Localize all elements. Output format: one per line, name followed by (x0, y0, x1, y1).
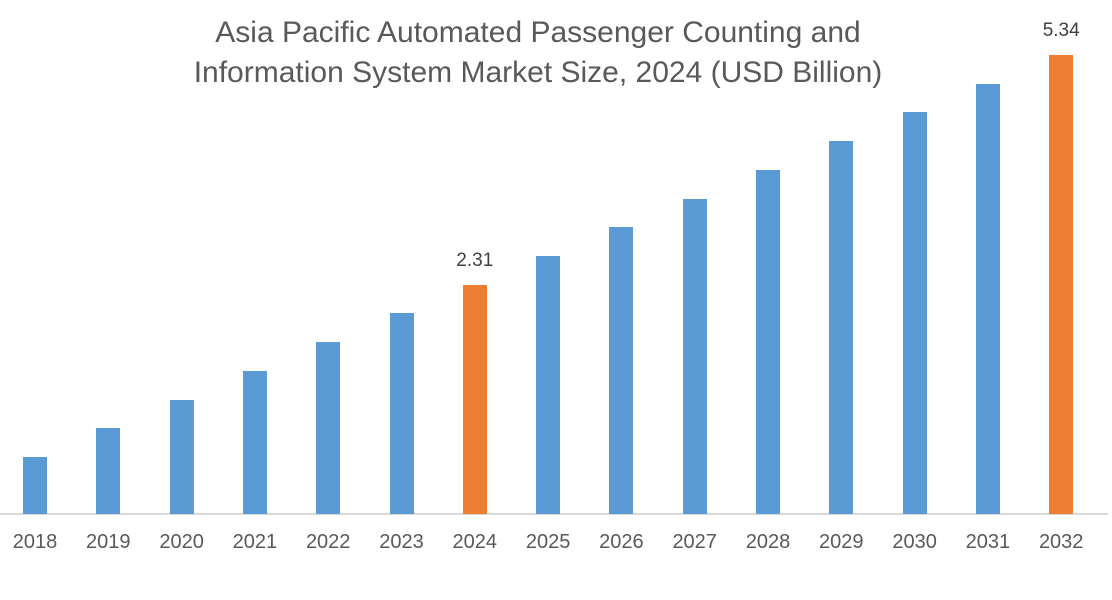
bar-2024 (462, 285, 487, 514)
x-tick-label-2031: 2031 (965, 531, 1011, 553)
bar-2025 (536, 256, 561, 514)
bar-2019 (96, 428, 121, 514)
bar-2030 (902, 112, 927, 514)
chart-title-line-1: Asia Pacific Automated Passenger Countin… (215, 16, 861, 49)
value-label-2032: 5.34 (1042, 20, 1080, 41)
bar-2026 (609, 227, 634, 514)
x-tick-label-2027: 2027 (672, 531, 717, 553)
bar-2032 (1049, 55, 1074, 514)
bar-2027 (682, 199, 707, 514)
bar-2022 (316, 342, 341, 514)
x-tick-label-2030: 2030 (892, 531, 937, 553)
bar-2021 (242, 371, 267, 514)
bar-2031 (975, 84, 1000, 514)
bar-2020 (169, 400, 194, 514)
bar-2018 (23, 457, 47, 514)
bar-2028 (756, 170, 780, 514)
x-tick-label-2023: 2023 (379, 531, 424, 553)
x-axis-line (0, 513, 1108, 515)
x-tick-label-2025: 2025 (525, 531, 571, 553)
x-tick-label-2032: 2032 (1038, 531, 1084, 553)
bar-2029 (829, 141, 854, 514)
x-tick-label-2026: 2026 (599, 531, 644, 553)
value-label-2024: 2.31 (456, 250, 494, 271)
x-tick-label-2019: 2019 (86, 531, 131, 553)
chart-title-line-2: Information System Market Size, 2024 (US… (193, 56, 883, 89)
x-tick-label-2021: 2021 (232, 531, 278, 553)
bar-2023 (389, 313, 414, 514)
x-tick-label-2024: 2024 (452, 531, 498, 553)
x-tick-label-2029: 2029 (819, 531, 864, 553)
x-tick-label-2028: 2028 (745, 531, 791, 553)
x-tick-label-2022: 2022 (305, 531, 351, 553)
x-tick-label-2020: 2020 (159, 531, 204, 553)
chart-title: Asia Pacific Automated Passenger Countin… (0, 13, 1076, 93)
x-tick-label-2018: 2018 (12, 531, 58, 553)
